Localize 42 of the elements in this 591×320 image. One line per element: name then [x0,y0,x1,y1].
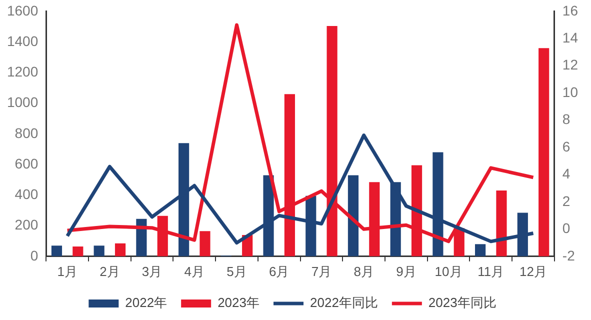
x-tick-label: 2月 [100,264,120,279]
x-tick-label: 5月 [226,264,247,279]
y-tick-label: 200 [14,216,38,233]
y2-tick-label: 14 [562,29,578,46]
y2-tick-label: 10 [562,84,578,100]
y2-tick-label: 0 [562,220,570,236]
y-tick-label: 800 [14,124,38,141]
y-tick-label: 600 [14,155,38,172]
y2-tick-label: 4 [562,166,570,182]
y2-tick-label: 6 [562,138,570,154]
y-tick-label: 1400 [6,32,38,49]
bar [114,243,126,256]
y2-tick-label: 16 [562,2,578,18]
x-tick-label: 12月 [520,264,547,279]
bar [538,48,550,256]
x-tick-label: 4月 [184,264,205,279]
x-tick-label: 7月 [311,264,332,279]
bar [496,190,507,256]
y2-tick-label: -2 [562,247,576,264]
x-tick-label: 6月 [268,264,290,279]
x-tick-label: 3月 [142,264,162,279]
legend-label: 2022年同比 [310,295,378,310]
x-tick-label: 10月 [434,264,462,279]
bar [94,246,104,256]
bar [72,246,84,256]
y-tick-label: 1000 [6,94,38,110]
x-tick-label: 11月 [478,264,504,279]
legend-label: 2023年同比 [428,295,496,310]
legend-label: 2023年 [218,295,260,310]
x-tick-label: 8月 [354,264,374,279]
y2-tick-label: 12 [562,56,578,73]
y2-tick-label: 8 [562,111,570,128]
legend-label: 2022年 [125,295,168,310]
x-tick-label: 9月 [396,264,416,279]
y-tick-label: 1200 [6,64,38,80]
y-tick-label: 0 [30,247,38,264]
x-tick-label: 1月 [57,264,78,279]
y-tick-label: 400 [14,186,38,202]
bar [51,246,62,256]
bar [475,244,486,256]
y2-tick-label: 2 [562,192,570,209]
y-tick-label: 1600 [6,2,38,18]
